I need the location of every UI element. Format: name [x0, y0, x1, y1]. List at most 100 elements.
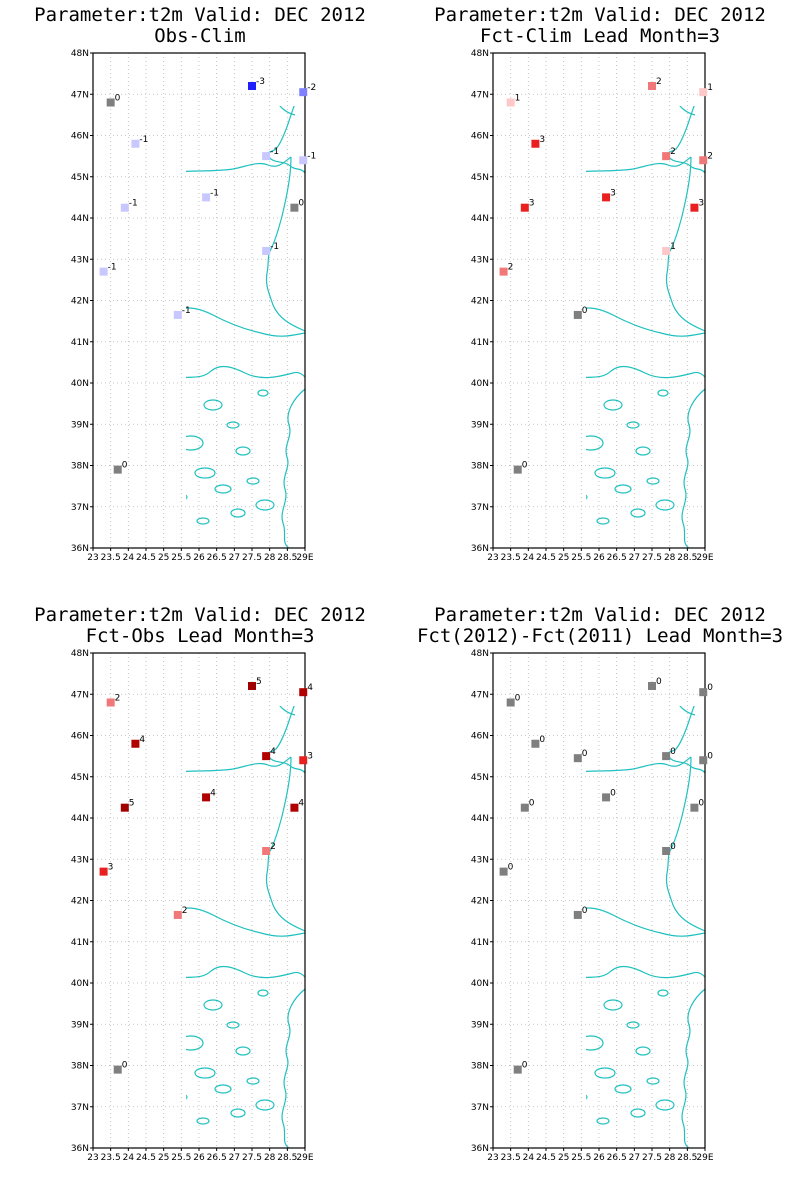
island-outline: [586, 435, 604, 451]
station-value-label: 1: [707, 83, 713, 93]
station-value-label: -1: [139, 135, 148, 145]
x-tick-label: 23.5: [101, 1153, 121, 1163]
y-tick-label: 46N: [71, 732, 89, 742]
y-tick-label: 38N: [471, 1062, 489, 1072]
island-outline: [626, 421, 640, 429]
island-outline: [257, 389, 269, 397]
island-outline: [517, 1012, 529, 1018]
island-outline: [548, 1076, 558, 1082]
station-marker: [499, 867, 508, 876]
station-marker: [690, 803, 699, 812]
y-tick-label: 44N: [71, 214, 89, 224]
island-outline: [131, 949, 145, 957]
coastline-path: [186, 307, 306, 337]
coastlines: [108, 106, 306, 549]
island-outline: [226, 1021, 240, 1029]
x-tick-label: 25.5: [571, 553, 591, 563]
station-value-label: 0: [122, 1061, 128, 1071]
station-marker: [699, 688, 708, 697]
y-tick-label: 43N: [471, 255, 489, 265]
island-outline: [203, 399, 223, 411]
y-tick-label: 46N: [471, 732, 489, 742]
y-tick-label: 42N: [71, 897, 89, 907]
y-tick-label: 47N: [71, 90, 89, 100]
coastlines: [493, 106, 706, 549]
station-value-label: 4: [307, 683, 313, 693]
station-value-label: 0: [582, 749, 588, 759]
coastline-path: [281, 388, 306, 549]
station-marker: [202, 193, 211, 202]
island-outline: [657, 389, 669, 397]
x-tick-label: 25: [558, 1153, 569, 1163]
island-outline: [226, 421, 240, 429]
x-tick-label: 28: [264, 553, 276, 563]
station-marker: [699, 88, 708, 97]
y-tick-label: 36N: [71, 1144, 89, 1154]
y-tick-label: 46N: [471, 132, 489, 142]
island-outline: [563, 1003, 579, 1011]
coastline-path: [265, 756, 306, 932]
x-tick-label: 25.5: [571, 1153, 591, 1163]
island-outline: [646, 1077, 660, 1085]
y-tick-label: 40N: [471, 379, 489, 389]
station-marker: [299, 688, 308, 697]
x-tick-label: 24.5: [536, 553, 556, 563]
station-value-label: -1: [270, 147, 279, 157]
coastline-path: [681, 988, 706, 1149]
y-tick-label: 47N: [71, 690, 89, 700]
island-outline: [148, 1076, 158, 1082]
island-outline: [255, 1099, 275, 1111]
station-marker: [506, 698, 515, 707]
island-outline: [235, 1046, 251, 1056]
map-title-line2: Obs-Clim: [154, 25, 246, 47]
station-value-label: 2: [707, 151, 713, 161]
island-outline: [508, 490, 518, 496]
station-marker: [120, 203, 129, 212]
x-tick-label: 27: [229, 1153, 240, 1163]
x-tick-label: 25: [558, 553, 569, 563]
island-outline: [646, 477, 660, 485]
island-outline: [614, 484, 632, 494]
island-outline: [163, 403, 179, 411]
x-tick-label: 28: [664, 553, 676, 563]
y-tick-label: 44N: [71, 814, 89, 824]
coastline-path: [279, 106, 296, 116]
island-outline: [196, 517, 210, 525]
island-outline: [594, 1067, 616, 1079]
station-marker: [99, 267, 108, 276]
station-value-label: 3: [108, 863, 114, 873]
island-outline: [203, 999, 223, 1011]
station-marker: [602, 793, 611, 802]
station-marker: [573, 754, 582, 763]
island-outline: [196, 1117, 210, 1125]
x-tick-label: 25.5: [171, 553, 191, 563]
island-outline: [230, 508, 246, 518]
station-value-label: 4: [298, 799, 304, 809]
station-value-label: 2: [656, 77, 662, 87]
station-marker: [662, 247, 671, 255]
coastline-path: [186, 965, 306, 979]
gridlines: [93, 53, 305, 548]
station-markers: 0 -3 -2 -1 -1 -1 -1 -1 0 -1 -1 -1 0: [99, 77, 316, 474]
island-outline: [156, 449, 170, 457]
map-svg-4: Parameter:t2m Valid: DEC 2012Fct(2012)-F…: [417, 604, 783, 1163]
coastline-path: [493, 393, 537, 513]
station-value-label: 4: [210, 788, 216, 798]
station-value-label: 3: [698, 199, 704, 209]
station-value-label: 5: [129, 799, 135, 809]
x-tick-label: 23: [487, 1153, 498, 1163]
station-value-label: 0: [529, 799, 535, 809]
map-title-line1: Parameter:t2m Valid: DEC 2012: [434, 604, 766, 626]
island-outline: [603, 999, 623, 1011]
island-outline: [230, 1108, 246, 1118]
station-value-label: -1: [182, 306, 191, 316]
station-value-label: 0: [522, 461, 528, 471]
station-marker: [602, 193, 611, 202]
y-tick-label: 48N: [471, 649, 489, 659]
coastline-path: [665, 156, 706, 332]
station-marker: [299, 156, 308, 165]
island-outline: [603, 399, 623, 411]
station-marker: [120, 803, 129, 812]
island-outline: [108, 490, 118, 496]
station-marker: [262, 847, 271, 855]
